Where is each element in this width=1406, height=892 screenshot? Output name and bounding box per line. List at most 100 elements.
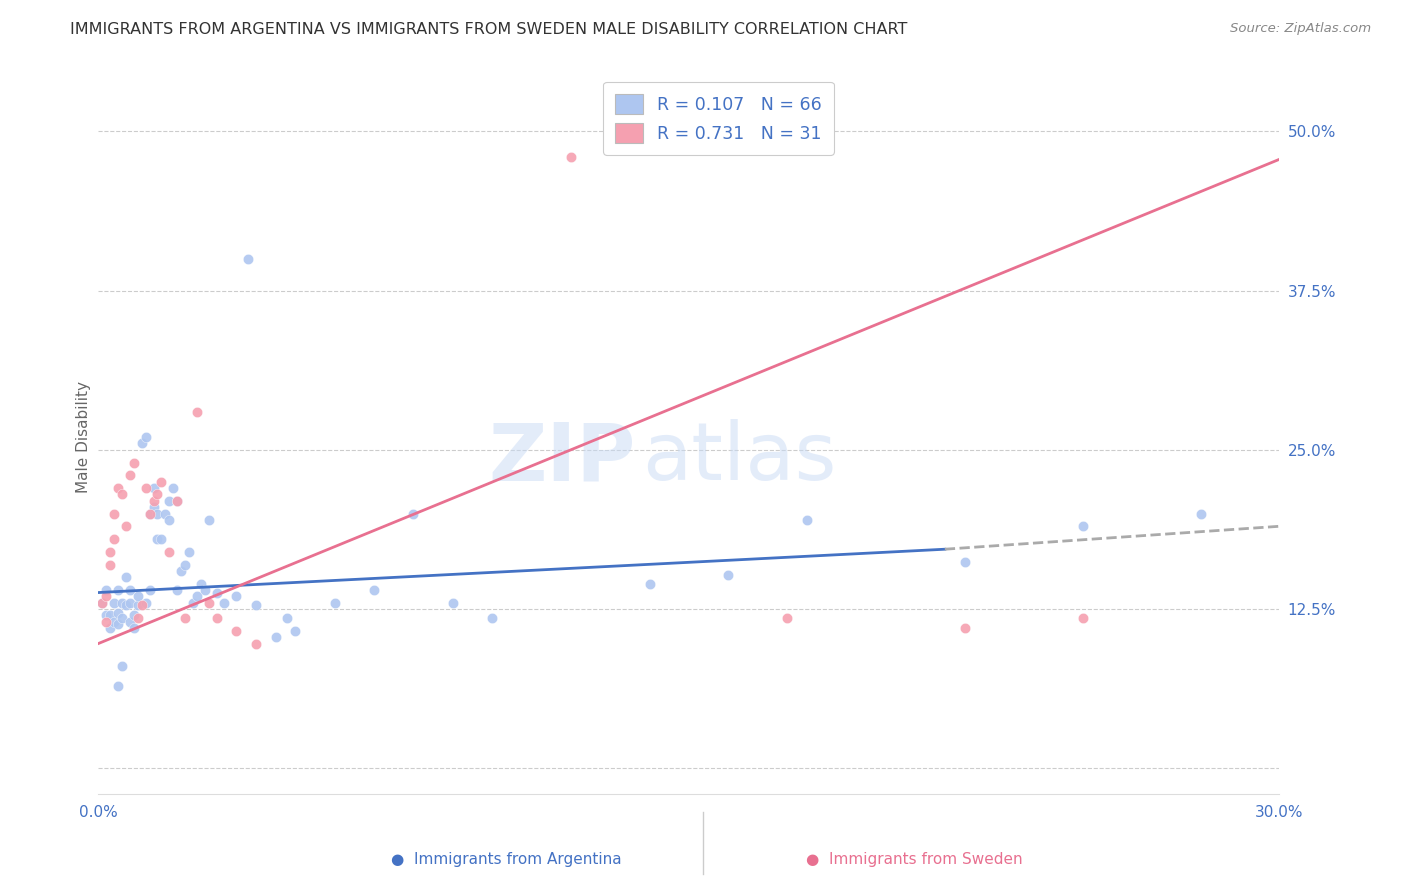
Point [166,582,188,597]
Point [276,611,298,625]
Point [118,582,141,597]
Point [150,532,173,546]
Point [98,558,121,572]
Point [177,545,200,559]
Point [111,659,134,673]
Point [103,615,125,629]
Point [236,252,259,266]
Point [96,608,118,623]
Point [205,585,228,599]
Point [122,608,145,623]
Point [953,621,976,635]
Point [150,475,173,489]
Point [323,596,346,610]
Point [560,150,582,164]
Point [190,576,212,591]
Point [796,513,818,527]
Point [170,564,193,578]
Point [225,624,247,638]
Point [225,590,247,604]
Point [264,630,287,644]
Text: ●  Immigrants from Sweden: ● Immigrants from Sweden [806,852,1022,867]
Point [146,532,169,546]
Point [118,468,141,483]
Text: Source: ZipAtlas.com: Source: ZipAtlas.com [1230,22,1371,36]
Point [162,481,184,495]
Point [186,590,208,604]
Point [157,493,180,508]
Point [284,624,307,638]
Point [122,456,145,470]
Point [157,545,180,559]
Point [118,615,141,629]
Point [115,599,138,613]
Point [107,481,129,495]
Point [131,436,153,450]
Point [131,599,153,613]
Point [214,596,236,610]
Point [155,507,177,521]
Legend: R = 0.107   N = 66, R = 0.731   N = 31: R = 0.107 N = 66, R = 0.731 N = 31 [603,82,834,155]
Point [127,590,149,604]
Point [118,596,141,610]
Point [717,567,740,582]
Point [1071,611,1094,625]
Point [1189,507,1212,521]
Point [166,493,188,508]
Point [174,611,197,625]
Point [107,582,129,597]
Point [107,606,129,620]
Point [146,487,169,501]
Point [115,519,138,533]
Point [127,611,149,625]
Point [181,596,204,610]
Point [245,599,267,613]
Point [953,555,976,569]
Point [127,599,149,613]
Point [107,617,129,632]
Point [138,507,160,521]
Point [638,576,661,591]
Point [122,621,145,635]
Point [96,582,118,597]
Point [1071,519,1094,533]
Point [197,513,219,527]
Text: IMMIGRANTS FROM ARGENTINA VS IMMIGRANTS FROM SWEDEN MALE DISABILITY CORRELATION : IMMIGRANTS FROM ARGENTINA VS IMMIGRANTS … [70,22,908,37]
Text: atlas: atlas [641,419,837,498]
Point [142,500,165,515]
Point [135,596,157,610]
Point [166,493,188,508]
Point [98,621,121,635]
Point [138,507,160,521]
Y-axis label: Male Disability: Male Disability [76,381,91,493]
Point [245,636,267,650]
Point [135,430,157,444]
Text: ZIP: ZIP [488,419,636,498]
Point [142,481,165,495]
Point [157,513,180,527]
Point [441,596,464,610]
Point [186,404,208,418]
Point [91,596,114,610]
Point [138,582,160,597]
Point [776,611,799,625]
Point [402,507,425,521]
Point [142,493,165,508]
Point [481,611,503,625]
Point [96,615,118,629]
Point [135,481,157,495]
Point [96,590,118,604]
Point [146,507,169,521]
Point [111,487,134,501]
Point [98,608,121,623]
Point [197,596,219,610]
Point [103,532,125,546]
Point [107,679,129,693]
Point [111,596,134,610]
Point [363,582,385,597]
Point [98,545,121,559]
Point [194,582,217,597]
Point [103,596,125,610]
Point [205,611,228,625]
Point [91,596,114,610]
